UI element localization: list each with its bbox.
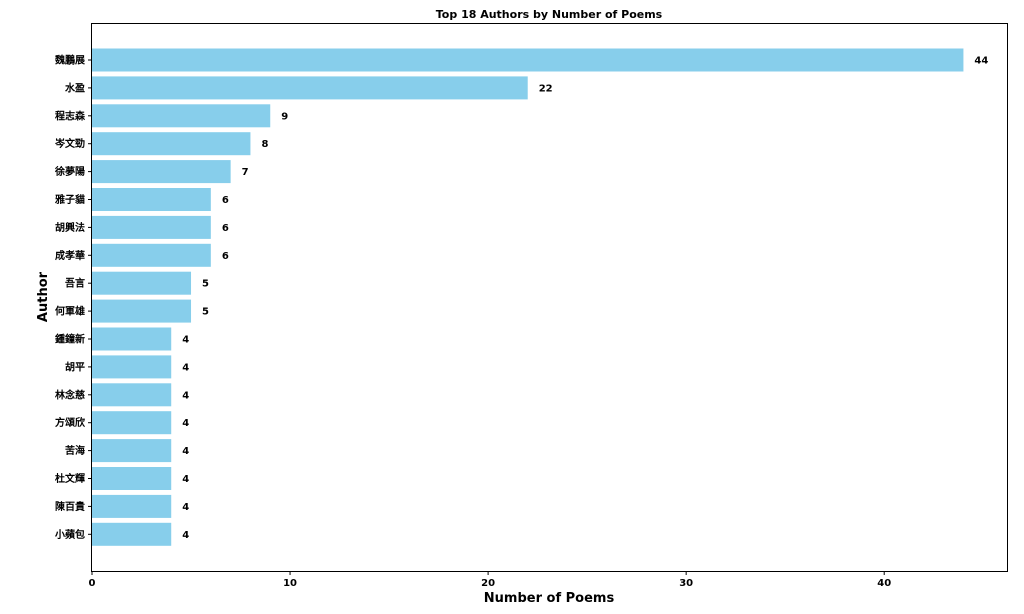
y-tick-label: 雅子貓 xyxy=(55,193,85,206)
x-tick-label: 10 xyxy=(283,578,297,589)
y-tick-label: 杜文輝 xyxy=(55,472,85,485)
plot-frame xyxy=(91,23,1008,572)
bar-value-label: 9 xyxy=(281,111,288,122)
y-tick-label: 胡興法 xyxy=(55,221,85,234)
bar xyxy=(92,188,211,211)
y-tick-label: 何軍雄 xyxy=(55,305,85,318)
bar-value-label: 4 xyxy=(182,474,189,485)
bar-value-label: 6 xyxy=(222,251,229,262)
y-tick-label: 程志森 xyxy=(55,109,86,122)
bar xyxy=(92,243,211,267)
bar xyxy=(92,327,172,351)
bar-value-label: 5 xyxy=(202,279,209,290)
x-tick-label: 40 xyxy=(877,578,891,589)
bar xyxy=(92,522,172,546)
x-tick-label: 0 xyxy=(89,578,96,589)
y-tick-label: 鍾鐘新 xyxy=(55,333,85,346)
bar xyxy=(92,48,964,72)
bar-value-label: 5 xyxy=(202,307,209,318)
bar-value-label: 6 xyxy=(222,195,229,206)
bar xyxy=(92,467,172,490)
y-tick-label: 徐夢陽 xyxy=(54,165,85,178)
bar-value-label: 22 xyxy=(539,83,553,94)
bar-value-label: 4 xyxy=(182,335,189,346)
x-tick-label: 20 xyxy=(481,578,495,589)
y-tick-label: 胡平 xyxy=(65,360,85,373)
bar-value-label: 4 xyxy=(182,362,189,373)
bar xyxy=(92,271,192,295)
bar-value-label: 6 xyxy=(222,223,229,234)
bar-value-label: 4 xyxy=(182,446,189,457)
bar xyxy=(92,494,172,518)
y-tick-label: 水盈 xyxy=(64,81,85,94)
y-tick-label: 方頌欣 xyxy=(55,416,86,429)
y-tick-label: 林念慈 xyxy=(55,388,85,401)
bar xyxy=(92,383,172,407)
bar-value-label: 4 xyxy=(182,530,189,541)
x-tick-label: 30 xyxy=(679,578,693,589)
x-axis-label: Number of Poems xyxy=(484,591,615,606)
y-tick-label: 小蘋包 xyxy=(54,528,85,541)
y-tick-label: 吾言 xyxy=(65,277,85,290)
bar-value-label: 4 xyxy=(182,502,189,513)
bar xyxy=(92,160,231,184)
bar xyxy=(92,104,271,128)
bar xyxy=(92,215,211,239)
plot-area: 44魏鵬展22水盈9程志森8岑文勁7徐夢陽6雅子貓6胡興法6成孝華5吾言5何軍雄… xyxy=(54,48,988,589)
chart-title: Top 18 Authors by Number of Poems xyxy=(436,8,663,21)
bar xyxy=(92,355,172,379)
bar xyxy=(92,299,192,323)
y-tick-label: 苦海 xyxy=(65,444,85,457)
bar-value-label: 44 xyxy=(974,56,988,67)
bar-value-label: 7 xyxy=(242,167,249,178)
bar xyxy=(92,76,528,100)
y-tick-label: 陳百貴 xyxy=(55,500,85,513)
y-tick-label: 成孝華 xyxy=(55,249,85,262)
bar xyxy=(92,132,251,156)
bar-value-label: 8 xyxy=(261,139,268,150)
y-tick-label: 魏鵬展 xyxy=(54,54,85,67)
y-axis-label: Author xyxy=(36,271,51,322)
bar xyxy=(92,411,172,435)
bar-value-label: 4 xyxy=(182,390,189,401)
bar xyxy=(92,439,172,463)
y-tick-label: 岑文勁 xyxy=(54,137,85,150)
bar-value-label: 4 xyxy=(182,418,189,429)
